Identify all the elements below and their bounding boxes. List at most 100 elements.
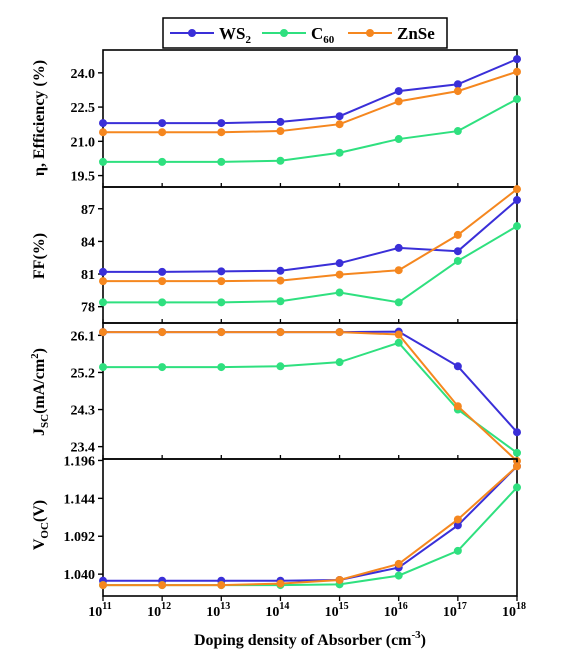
point-c60-efficiency xyxy=(158,157,167,166)
legend-label-c60: C xyxy=(311,24,323,43)
point-ws2-efficiency xyxy=(99,119,107,128)
panel-open-circuit-voltage: 1.040 1.092 1.144 1.196 xyxy=(64,454,521,601)
point-c60-fill-factor xyxy=(394,298,403,307)
panel-frame-current-density xyxy=(102,322,518,460)
ylabel-jsc: JSC(mA/cm2) xyxy=(29,348,51,436)
point-znse-efficiency xyxy=(335,120,344,129)
ylabel-jsc-close: ) xyxy=(31,348,48,353)
series-line-znse-efficiency xyxy=(103,70,518,134)
legend-label-ws2: WS xyxy=(219,24,245,43)
ylabel-jsc-sub: SC xyxy=(39,414,51,428)
series-line-ws2-efficiency xyxy=(103,58,518,125)
legend-entry-ws2: WS2 xyxy=(170,24,251,46)
point-ws2-fill-factor xyxy=(394,243,403,252)
point-znse-open-circuit-voltage xyxy=(276,579,285,588)
xtick-label: 1015 xyxy=(325,601,349,620)
point-znse-open-circuit-voltage xyxy=(453,515,462,524)
point-c60-efficiency xyxy=(335,148,344,157)
ylabel-voc-main: V xyxy=(31,538,48,550)
xtick-label: 1018 xyxy=(502,601,526,620)
point-ws2-efficiency xyxy=(513,55,521,64)
point-c60-efficiency xyxy=(217,157,226,166)
xlabel-sup: -3 xyxy=(412,629,422,641)
series-line-c60-open-circuit-voltage xyxy=(103,486,518,587)
point-c60-fill-factor xyxy=(158,298,167,307)
point-znse-current-density xyxy=(158,328,167,337)
panel-efficiency: 19.5 21.0 22.5 24.0 xyxy=(71,49,521,188)
point-znse-efficiency xyxy=(99,128,107,137)
series-line-znse-fill-factor xyxy=(103,188,518,283)
ytick-label-fill-factor: 78 xyxy=(81,301,95,316)
xtick-label: 1011 xyxy=(88,601,111,620)
point-znse-current-density xyxy=(335,328,344,337)
ytick-label-open-circuit-voltage: 1.196 xyxy=(64,454,96,469)
ytick-label-current-density: 24.3 xyxy=(71,404,96,419)
panels: 19.5 21.0 22.5 24.0 78 81 84 87 23.4 24.3 25.2 26.1… xyxy=(64,49,526,620)
point-znse-efficiency xyxy=(217,128,226,137)
point-znse-open-circuit-voltage xyxy=(513,462,521,471)
point-znse-fill-factor xyxy=(453,230,462,239)
point-ws2-fill-factor xyxy=(453,247,462,256)
point-c60-current-density xyxy=(217,363,226,372)
ylabel-jsc-rest: (mA/cm xyxy=(31,358,48,414)
point-ws2-efficiency xyxy=(276,117,285,126)
point-ws2-efficiency xyxy=(217,119,226,128)
ytick-label-efficiency: 21.0 xyxy=(71,135,96,150)
ytick-label-open-circuit-voltage: 1.092 xyxy=(64,530,96,545)
ylabel-voc-sub: OC xyxy=(39,522,51,539)
series-line-ws2-open-circuit-voltage xyxy=(103,465,518,582)
xtick-label: 1016 xyxy=(384,601,408,620)
xlabel-close: ) xyxy=(421,632,426,649)
point-c60-current-density xyxy=(276,362,285,371)
point-c60-efficiency xyxy=(99,157,107,166)
series-line-c60-efficiency xyxy=(103,98,518,163)
legend-marker-znse xyxy=(366,29,374,37)
ylabel-fill-factor: FF(%) xyxy=(31,233,48,279)
point-znse-fill-factor xyxy=(99,277,107,286)
point-c60-fill-factor xyxy=(453,256,462,265)
point-c60-current-density xyxy=(394,338,403,347)
legend-sub-c60: 60 xyxy=(323,34,335,46)
ytick-label-efficiency: 19.5 xyxy=(71,170,96,185)
point-c60-fill-factor xyxy=(276,297,285,306)
svg-text:C60: C60 xyxy=(311,24,335,46)
point-znse-open-circuit-voltage xyxy=(217,581,226,590)
point-ws2-efficiency xyxy=(158,119,167,128)
legend-marker-ws2 xyxy=(188,29,196,37)
point-c60-open-circuit-voltage xyxy=(394,571,403,580)
point-c60-open-circuit-voltage xyxy=(513,483,521,492)
ytick-label-open-circuit-voltage: 1.040 xyxy=(64,568,96,583)
panel-fill-factor: 78 81 84 87 xyxy=(81,185,521,324)
point-c60-efficiency xyxy=(513,95,521,104)
point-ws2-fill-factor xyxy=(513,196,521,205)
legend-entry-znse: ZnSe xyxy=(348,24,435,43)
ytick-label-open-circuit-voltage: 1.144 xyxy=(64,492,96,507)
xtick-label: 1013 xyxy=(206,601,230,620)
xtick-label: 1017 xyxy=(443,601,467,620)
point-znse-efficiency xyxy=(394,97,403,106)
legend-marker-c60 xyxy=(280,29,288,37)
point-ws2-current-density xyxy=(513,428,521,437)
ytick-label-fill-factor: 84 xyxy=(81,235,95,250)
point-znse-current-density xyxy=(217,328,226,337)
ytick-label-current-density: 26.1 xyxy=(71,329,96,344)
point-c60-current-density xyxy=(335,358,344,367)
point-c60-fill-factor xyxy=(513,222,521,231)
series-line-ws2-current-density xyxy=(103,330,518,433)
xtick-label: 1014 xyxy=(265,601,289,620)
point-znse-current-density xyxy=(394,330,403,339)
point-ws2-efficiency xyxy=(394,87,403,96)
point-c60-fill-factor xyxy=(335,288,344,297)
point-znse-efficiency xyxy=(513,67,521,76)
point-znse-fill-factor xyxy=(158,277,167,286)
point-ws2-current-density xyxy=(453,362,462,371)
point-znse-efficiency xyxy=(453,87,462,96)
ylabel-jsc-main: J xyxy=(31,428,48,436)
svg-text:WS2: WS2 xyxy=(219,24,251,46)
point-c60-efficiency xyxy=(394,135,403,144)
ytick-label-fill-factor: 81 xyxy=(81,268,95,283)
ytick-label-current-density: 25.2 xyxy=(71,366,96,381)
panel-frame-open-circuit-voltage xyxy=(102,458,518,597)
point-znse-fill-factor xyxy=(335,270,344,279)
